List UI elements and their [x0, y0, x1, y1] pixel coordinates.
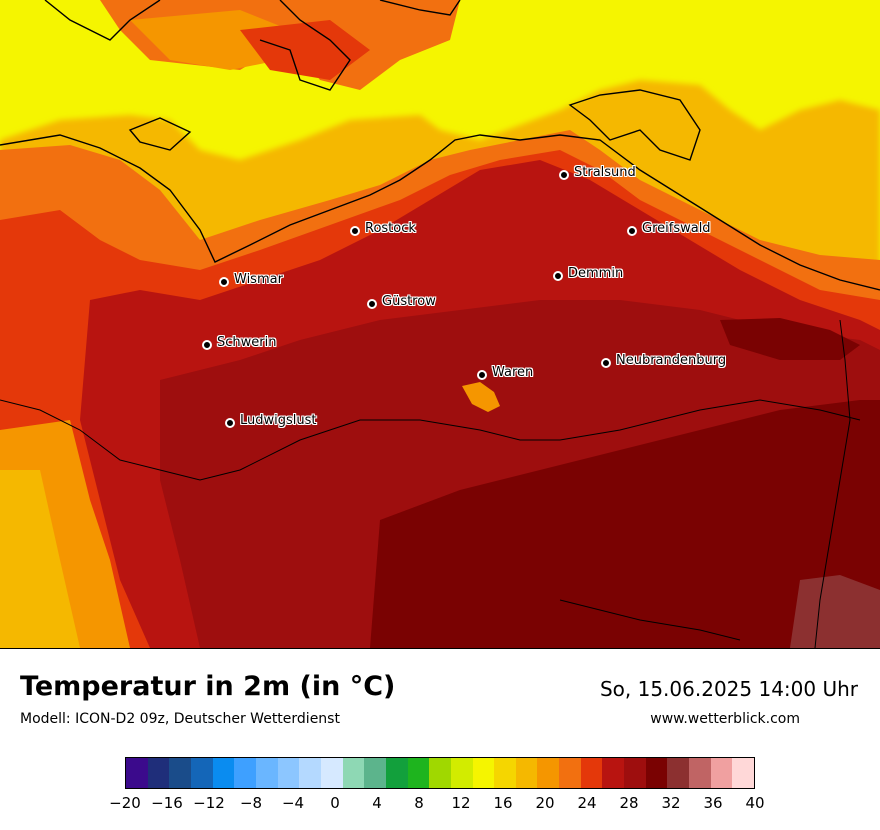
colorbar-tick-label: 0	[330, 794, 340, 812]
colorbar-segment	[537, 758, 560, 788]
colorbar-segment	[147, 758, 170, 788]
city-marker-schwerin	[202, 340, 212, 350]
colorbar-tick-label: −8	[239, 794, 263, 812]
city-marker-wismar	[219, 277, 229, 287]
colorbar-segment	[515, 758, 538, 788]
colorbar-tick-label: 36	[703, 794, 723, 812]
city-label-rostock: Rostock	[365, 221, 416, 236]
city-marker-greifswald	[627, 226, 637, 236]
colorbar-segment	[342, 758, 365, 788]
city-label-ludwigslust: Ludwigslust	[240, 413, 317, 428]
website-link[interactable]: www.wetterblick.com	[650, 711, 800, 727]
temperature-map[interactable]: Stralsund Rostock Greifswald Wismar Demm…	[0, 0, 880, 649]
city-marker-neubrandenburg	[601, 358, 611, 368]
colorbar-segment	[407, 758, 430, 788]
city-label-guestrow: Güstrow	[382, 294, 436, 309]
coastlines	[0, 0, 880, 291]
colorbar-segment	[255, 758, 278, 788]
city-marker-guestrow	[367, 299, 377, 309]
colorbar-segment	[472, 758, 495, 788]
colorbar-tick-label: 32	[661, 794, 681, 812]
borders	[0, 319, 861, 648]
city-label-greifswald: Greifswald	[642, 221, 711, 236]
city-marker-stralsund	[559, 170, 569, 180]
colorbar-tick-label: 20	[535, 794, 555, 812]
colorbar-tick-label: 24	[577, 794, 597, 812]
colorbar-segment	[732, 758, 755, 788]
colorbar-tick-label: 16	[493, 794, 513, 812]
city-label-demmin: Demmin	[568, 266, 624, 281]
colorbar-tick-label: −20	[109, 794, 141, 812]
map-title: Temperatur in 2m (in °C)	[20, 671, 396, 702]
forecast-datetime: So, 15.06.2025 14:00 Uhr	[599, 677, 858, 701]
colorbar-tick-label: 12	[451, 794, 471, 812]
colorbar-segment	[364, 758, 386, 788]
colorbar-segment	[710, 758, 733, 788]
city-label-schwerin: Schwerin	[217, 335, 277, 350]
colorbar-segment	[126, 758, 148, 788]
colorbar-segment	[385, 758, 408, 788]
colorbar-segment	[429, 758, 451, 788]
city-label-waren: Waren	[492, 365, 534, 380]
colorbar-segment	[190, 758, 213, 788]
colorbar-segment	[169, 758, 191, 788]
colorbar-segment	[299, 758, 321, 788]
city-marker-waren	[477, 370, 487, 380]
colorbar-segment	[667, 758, 690, 788]
model-info: Modell: ICON-D2 09z, Deutscher Wetterdie…	[20, 711, 340, 727]
colorbar-segment	[320, 758, 343, 788]
colorbar-segment	[212, 758, 235, 788]
city-label-neubrandenburg: Neubrandenburg	[616, 353, 727, 368]
city-marker-rostock	[350, 226, 360, 236]
colorbar-ticks: −20 −16 −12 −8 −4 0 4 8 12 16 20 24 28 32 36 40	[109, 794, 764, 816]
colorbar-segment	[645, 758, 668, 788]
colorbar-tick-label: 4	[372, 794, 382, 812]
city-marker-demmin	[553, 271, 563, 281]
colorbar-segment	[559, 758, 581, 788]
colorbar-segment	[602, 758, 625, 788]
colorbar-segment	[624, 758, 646, 788]
colorbar-tick-label: 28	[619, 794, 639, 812]
colorbar-segment	[277, 758, 300, 788]
colorbar-segment	[580, 758, 603, 788]
colorbar-segment	[234, 758, 256, 788]
colorbar-tick-label: −4	[281, 794, 305, 812]
colorbar-segment	[450, 758, 473, 788]
colorbar-segment	[689, 758, 711, 788]
city-label-stralsund: Stralsund	[574, 165, 636, 180]
colorbar-tick-label: −16	[151, 794, 183, 812]
city-label-wismar: Wismar	[234, 272, 283, 287]
colorbar-segment	[494, 758, 516, 788]
colorbar-tick-label: 8	[414, 794, 424, 812]
city-marker-ludwigslust	[225, 418, 235, 428]
colorbar-tick-label: −12	[193, 794, 225, 812]
colorbar-tick-label: 40	[745, 794, 765, 812]
temperature-colorbar	[125, 757, 755, 789]
map-canvas	[0, 0, 880, 648]
